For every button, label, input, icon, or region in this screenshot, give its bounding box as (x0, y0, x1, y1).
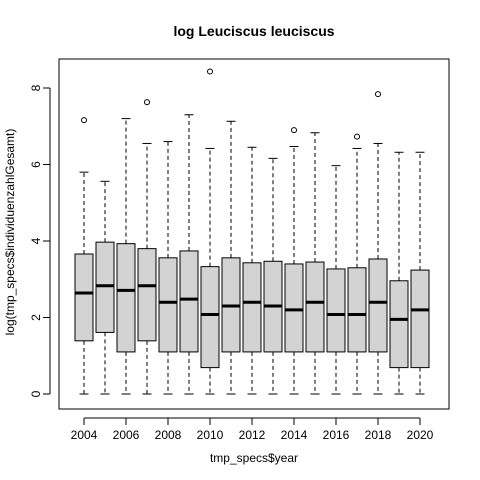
iqr-box (305, 261, 325, 353)
x-tick-label: 2010 (197, 428, 224, 442)
y-tick-label: 2 (29, 314, 43, 321)
outlier-point (144, 99, 150, 106)
iqr-box (389, 280, 409, 369)
box-2014 (284, 127, 304, 395)
box-2004 (74, 117, 94, 395)
outlier-point (81, 117, 87, 124)
outlier-point (375, 91, 381, 98)
x-axis-label: tmp_specs$year (210, 451, 298, 465)
iqr-box (326, 268, 346, 353)
iqr-box (242, 262, 262, 353)
y-tick-label: 0 (29, 390, 43, 397)
iqr-box (137, 248, 157, 342)
iqr-box (368, 258, 388, 353)
x-tick-label: 2016 (323, 428, 350, 442)
box-2017 (347, 133, 367, 395)
y-tick-label: 8 (29, 84, 43, 91)
y-tick-label: 6 (29, 161, 43, 168)
iqr-box (116, 243, 136, 353)
iqr-box (158, 257, 178, 353)
box-2020 (410, 151, 430, 395)
iqr-box (347, 267, 367, 353)
x-tick-label: 2014 (281, 428, 308, 442)
box-2018 (368, 91, 388, 395)
x-tick-label: 2006 (113, 428, 140, 442)
x-tick-label: 2008 (155, 428, 182, 442)
iqr-box (410, 269, 430, 369)
x-axis: 2004 2006 2008 2010 2012 2014 2016 2018 2020 (71, 417, 434, 442)
x-tick-label: 2018 (365, 428, 392, 442)
outlier-point (354, 133, 360, 140)
iqr-box (200, 266, 220, 369)
iqr-box (95, 241, 115, 333)
box-2019 (389, 151, 409, 395)
box-2013 (263, 157, 283, 395)
box-2009 (179, 114, 199, 395)
box-2005 (95, 180, 115, 395)
iqr-box (179, 250, 199, 353)
outlier-point (291, 127, 297, 134)
box-2008 (158, 141, 178, 395)
x-tick-label: 2020 (407, 428, 434, 442)
box-2010 (200, 68, 220, 395)
chart-title: log Leuciscus leuciscus (173, 23, 334, 39)
box-2007 (137, 99, 157, 395)
box-2015 (305, 132, 325, 395)
outlier-point (207, 68, 213, 75)
y-axis-label: log(tmp_specs$individuenzahlGesamt) (3, 129, 17, 336)
y-tick-label: 4 (29, 237, 43, 244)
iqr-box (284, 263, 304, 353)
plot-frame (58, 58, 450, 410)
box-2011 (221, 120, 241, 395)
iqr-box (74, 253, 94, 342)
x-tick-label: 2012 (239, 428, 266, 442)
x-tick-label: 2004 (71, 428, 98, 442)
y-axis: 0 2 4 6 8 (29, 84, 51, 397)
boxes-group (74, 68, 430, 395)
box-2006 (116, 118, 136, 395)
box-2016 (326, 165, 346, 395)
box-2012 (242, 146, 262, 395)
